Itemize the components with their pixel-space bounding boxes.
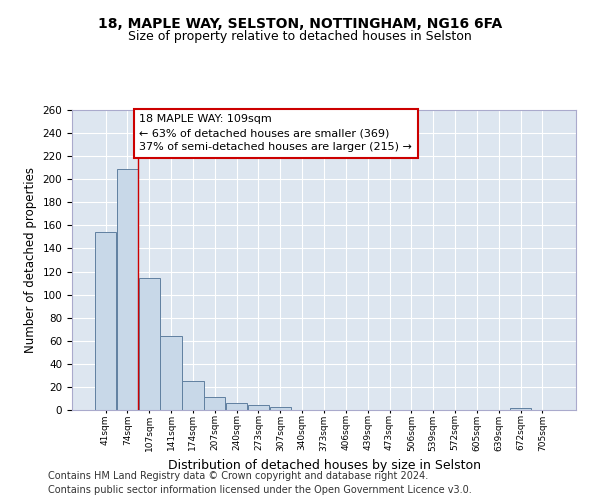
Bar	[160, 336, 182, 410]
Text: 18, MAPLE WAY, SELSTON, NOTTINGHAM, NG16 6FA: 18, MAPLE WAY, SELSTON, NOTTINGHAM, NG16…	[98, 18, 502, 32]
Bar	[226, 403, 247, 410]
Y-axis label: Number of detached properties: Number of detached properties	[24, 167, 37, 353]
Bar	[117, 169, 138, 410]
Text: Contains public sector information licensed under the Open Government Licence v3: Contains public sector information licen…	[48, 485, 472, 495]
Text: Contains HM Land Registry data © Crown copyright and database right 2024.: Contains HM Land Registry data © Crown c…	[48, 471, 428, 481]
Text: 18 MAPLE WAY: 109sqm
← 63% of detached houses are smaller (369)
37% of semi-deta: 18 MAPLE WAY: 109sqm ← 63% of detached h…	[139, 114, 412, 152]
Bar	[248, 406, 269, 410]
X-axis label: Distribution of detached houses by size in Selston: Distribution of detached houses by size …	[167, 459, 481, 472]
Bar	[204, 398, 226, 410]
Bar	[182, 381, 203, 410]
Text: Size of property relative to detached houses in Selston: Size of property relative to detached ho…	[128, 30, 472, 43]
Bar	[139, 278, 160, 410]
Bar	[270, 406, 291, 410]
Bar	[95, 232, 116, 410]
Bar	[510, 408, 531, 410]
